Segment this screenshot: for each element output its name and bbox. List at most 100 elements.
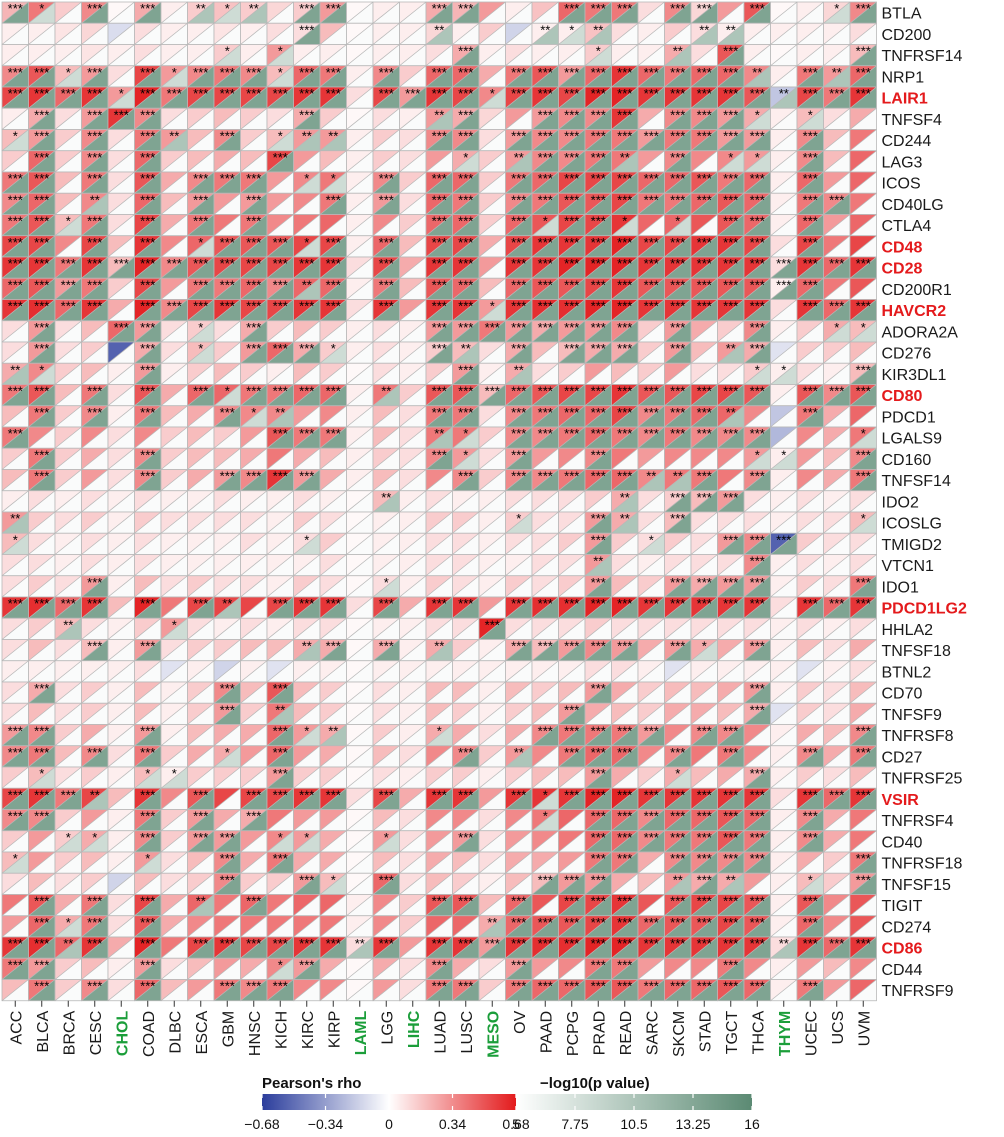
cell-diagonal: [54, 44, 82, 67]
cell-diagonal: [452, 107, 480, 130]
cell-diagonal: [425, 44, 453, 67]
cell-diagonal: [425, 107, 453, 130]
cell-diagonal: [743, 22, 771, 45]
cell-diagonal: [770, 1, 798, 24]
cell-diagonal: [531, 129, 559, 152]
cell-diagonal: [28, 1, 56, 24]
cell-diagonal: [399, 1, 427, 24]
cell-diagonal: [637, 44, 665, 67]
cell-diagonal: [531, 107, 559, 130]
cell-diagonal: [823, 44, 851, 67]
cell-diagonal: [399, 44, 427, 67]
cell-diagonal: [743, 65, 771, 88]
cell-diagonal: [452, 22, 480, 45]
cell-diagonal: [743, 129, 771, 152]
cell-diagonal: [425, 86, 453, 109]
cell-diagonal: [134, 44, 162, 67]
cell-diagonal: [743, 44, 771, 67]
cell-diagonal: [293, 22, 321, 45]
cell-diagonal: [107, 22, 135, 45]
cell-diagonal: [399, 65, 427, 88]
cell-diagonal: [584, 22, 612, 45]
cell-diagonal: [1, 65, 29, 88]
cell-diagonal: [160, 86, 188, 109]
cell-diagonal: [478, 129, 506, 152]
cell-diagonal: [107, 107, 135, 130]
cell-diagonal: [531, 65, 559, 88]
cell-diagonal: [796, 1, 824, 24]
cell-diagonal: [796, 65, 824, 88]
cell-diagonal: [584, 65, 612, 88]
cell-diagonal: [531, 86, 559, 109]
cell-diagonal: [717, 22, 745, 45]
cell-diagonal: [240, 107, 268, 130]
cell-diagonal: [717, 1, 745, 24]
cell-diagonal: [319, 86, 347, 109]
cell-diagonal: [213, 65, 241, 88]
cell-diagonal: [558, 65, 586, 88]
cell-diagonal: [796, 107, 824, 130]
cell-diagonal: [637, 86, 665, 109]
cell-diagonal: [213, 107, 241, 130]
cell-diagonal: [81, 107, 109, 130]
cell-diagonal: [584, 86, 612, 109]
cell-diagonal: [399, 86, 427, 109]
cell-diagonal: [690, 22, 718, 45]
cell-diagonal: [346, 86, 374, 109]
cell-diagonal: [293, 107, 321, 130]
cell-diagonal: [770, 65, 798, 88]
cell-diagonal: [28, 44, 56, 67]
cell-diagonal: [187, 1, 215, 24]
cell-diagonal: [531, 44, 559, 67]
cell-diagonal: [372, 107, 400, 130]
cell-diagonal: [28, 107, 56, 130]
cell-diagonal: [372, 65, 400, 88]
cell-diagonal: [849, 22, 877, 45]
cell-diagonal: [293, 65, 321, 88]
cell-diagonal: [849, 1, 877, 24]
cell-diagonal: [664, 86, 692, 109]
cell-diagonal: [107, 65, 135, 88]
cell-diagonal: [399, 22, 427, 45]
cell-diagonal: [717, 107, 745, 130]
cell-diagonal: [213, 22, 241, 45]
cell-diagonal: [372, 129, 400, 152]
cell-diagonal: [558, 1, 586, 24]
cell-diagonal: [134, 86, 162, 109]
cell-diagonal: [611, 107, 639, 130]
cell-diagonal: [160, 22, 188, 45]
cell-diagonal: [478, 107, 506, 130]
cell-diagonal: [611, 44, 639, 67]
cell-diagonal: [478, 22, 506, 45]
cell-diagonal: [796, 86, 824, 109]
cell-diagonal: [637, 129, 665, 152]
cell-diagonal: [505, 86, 533, 109]
cell-diagonal: [346, 22, 374, 45]
cell-diagonal: [478, 65, 506, 88]
cell-diagonal: [134, 1, 162, 24]
cell-diagonal: [637, 107, 665, 130]
cell-diagonal: [664, 22, 692, 45]
cell-diagonal: [319, 22, 347, 45]
cell-diagonal: [717, 65, 745, 88]
cell-diagonal: [319, 129, 347, 152]
cell-diagonal: [240, 129, 268, 152]
cell-diagonal: [823, 65, 851, 88]
cell-diagonal: [54, 1, 82, 24]
cell-diagonal: [558, 86, 586, 109]
cell-diagonal: [240, 44, 268, 67]
cell-diagonal: [266, 129, 294, 152]
cell-diagonal: [505, 44, 533, 67]
cell-diagonal: [107, 129, 135, 152]
cell-diagonal: [240, 1, 268, 24]
cell-diagonal: [823, 86, 851, 109]
cell-diagonal: [240, 22, 268, 45]
cell-diagonal: [452, 86, 480, 109]
cell-diagonal: [664, 107, 692, 130]
cell-diagonal: [558, 129, 586, 152]
cell-diagonal: [664, 1, 692, 24]
cell-diagonal: [770, 44, 798, 67]
cell-diagonal: [584, 107, 612, 130]
cell-diagonal: [293, 129, 321, 152]
